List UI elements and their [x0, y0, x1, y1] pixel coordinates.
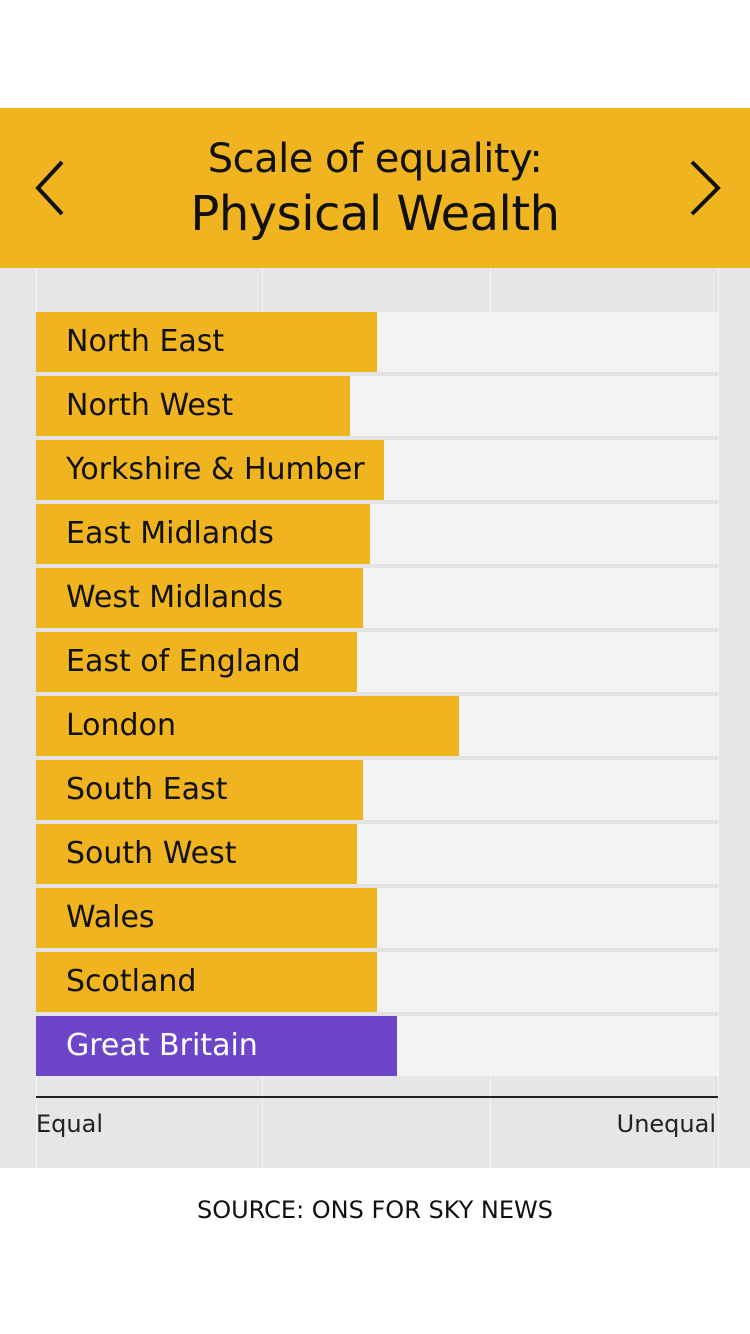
row-separator: [36, 756, 718, 760]
bar-label: North East: [66, 324, 225, 359]
bar: East Midlands: [36, 504, 371, 564]
row-separator: [36, 372, 718, 376]
bar: Scotland: [36, 952, 377, 1012]
axis-label-equal: Equal: [36, 1110, 103, 1138]
bar: Great Britain: [36, 1016, 398, 1076]
grid-line: [718, 268, 719, 1168]
bar-label: London: [66, 708, 176, 743]
row-separator: [36, 1012, 718, 1016]
bar: South East: [36, 760, 364, 820]
row-separator: [36, 500, 718, 504]
bar-label: Scotland: [66, 964, 197, 999]
row-separator: [36, 692, 718, 696]
bar: South West: [36, 824, 357, 884]
bar: Yorkshire & Humber: [36, 440, 384, 500]
bar-label: Great Britain: [66, 1028, 258, 1063]
bar-label: East of England: [66, 644, 301, 679]
row-separator: [36, 436, 718, 440]
bar: West Midlands: [36, 568, 364, 628]
row-separator: [36, 628, 718, 632]
next-button[interactable]: [680, 156, 730, 220]
bar-label: East Midlands: [66, 516, 274, 551]
source-credit: SOURCE: ONS FOR SKY NEWS: [196, 1196, 553, 1224]
chevron-left-icon: [35, 160, 64, 216]
bar: London: [36, 696, 459, 756]
bar-label: Wales: [66, 900, 155, 935]
bar: Wales: [36, 888, 377, 948]
x-axis-line: [36, 1096, 718, 1098]
bar-label: South East: [66, 772, 228, 807]
title-line-1: Scale of equality:: [207, 136, 543, 182]
axis-label-unequal: Unequal: [616, 1110, 716, 1138]
bar-label: North West: [66, 388, 234, 423]
bar: North East: [36, 312, 377, 372]
title-line-2: Physical Wealth: [190, 186, 560, 242]
chevron-right-icon: [690, 160, 721, 216]
row-separator: [36, 884, 718, 888]
bar-label: Yorkshire & Humber: [66, 452, 365, 487]
previous-button[interactable]: [26, 156, 76, 220]
bar-label: West Midlands: [66, 580, 283, 615]
chart-area: North East North West Yorkshire & Humber Ea…: [0, 268, 750, 1168]
bar: North West: [36, 376, 350, 436]
row-separator: [36, 564, 718, 568]
row-separator: [36, 948, 718, 952]
row-separator: [36, 820, 718, 824]
bar-label: South West: [66, 836, 237, 871]
bar: East of England: [36, 632, 357, 692]
chart-header: Scale of equality: Physical Wealth: [0, 108, 750, 268]
